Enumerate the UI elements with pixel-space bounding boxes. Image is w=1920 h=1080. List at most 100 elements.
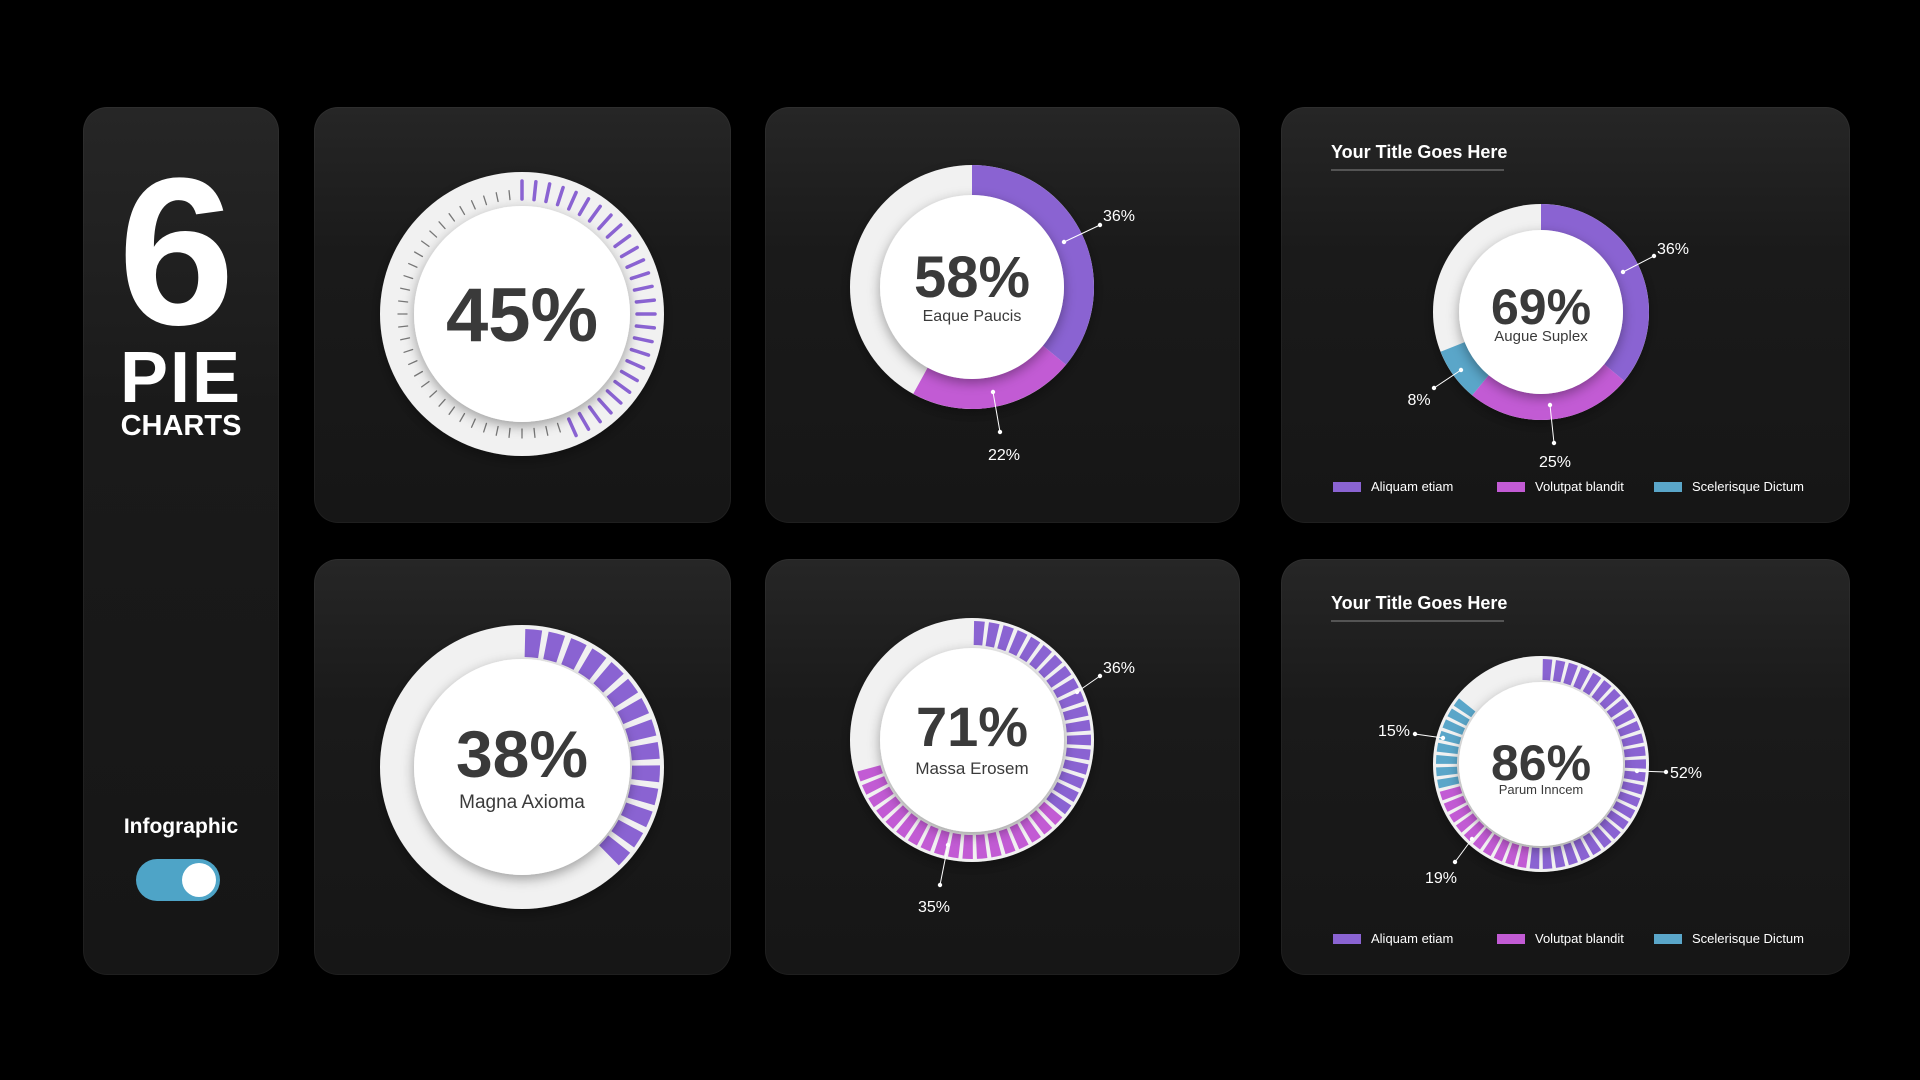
ring-segment <box>934 830 950 856</box>
tick-mark <box>613 234 632 249</box>
tick-mark <box>605 223 623 239</box>
tick-mark <box>545 425 549 436</box>
ring-segment <box>1623 746 1646 758</box>
tick-mark <box>619 245 639 259</box>
leader-dot <box>1412 731 1418 737</box>
infographic-toggle[interactable] <box>136 859 220 901</box>
ring-segment <box>861 776 888 795</box>
ring-segment <box>1038 654 1063 679</box>
ring-segment <box>1436 766 1458 777</box>
ring-segment <box>907 820 929 846</box>
ring-segment <box>620 802 653 828</box>
ring-segment <box>1599 818 1621 840</box>
center-value: 38% <box>456 717 588 791</box>
ring-segment <box>1482 833 1501 857</box>
title-pie: PIE <box>119 338 243 418</box>
center-value: 71% <box>916 695 1028 758</box>
ring-segment <box>975 834 988 859</box>
tick-mark <box>625 258 646 269</box>
ring-segment <box>1453 698 1476 718</box>
tick-mark <box>413 251 424 258</box>
ring-segment <box>920 825 939 852</box>
legend-swatch <box>1654 482 1682 492</box>
ring-segment <box>1552 660 1566 683</box>
ring-segment <box>1436 755 1458 764</box>
center-value: 58% <box>914 245 1030 310</box>
ring-segment <box>1552 845 1566 868</box>
tick-mark <box>400 337 411 341</box>
tick-mark <box>597 397 613 415</box>
tick-mark <box>398 300 409 303</box>
tick-mark <box>544 182 552 204</box>
slice-arc <box>972 165 1094 365</box>
leader-dot <box>1469 836 1475 842</box>
ring-segment <box>1624 759 1646 769</box>
ring-segment <box>1008 630 1028 656</box>
ring-segment <box>1029 810 1053 835</box>
ring-segment <box>617 697 650 725</box>
ring-segment <box>1542 847 1553 869</box>
tick-mark <box>567 417 578 438</box>
slice-label: 52% <box>1670 765 1702 782</box>
ring-segment <box>868 786 894 808</box>
tick-mark <box>421 240 430 248</box>
legend-label: Aliquam etiam <box>1371 931 1453 946</box>
label-leader <box>1063 224 1101 243</box>
legend-swatch <box>1497 482 1525 492</box>
ring-segment <box>1606 698 1629 718</box>
tick-mark <box>619 369 639 383</box>
tick-mark <box>567 190 578 211</box>
ring-segment <box>1493 839 1510 862</box>
ring-segment <box>1606 810 1629 830</box>
leader-dot <box>1074 689 1080 695</box>
ring-segment <box>1582 672 1602 696</box>
leader-dot <box>1634 768 1640 774</box>
legend-label: Scelerisque Dictum <box>1692 931 1804 946</box>
ring-segment <box>1046 665 1072 688</box>
label-leader <box>1414 733 1444 739</box>
slice-label: 36% <box>1103 660 1135 677</box>
legend-swatch <box>1497 934 1525 944</box>
slice-label: 8% <box>1407 392 1430 409</box>
tick-mark <box>448 406 456 415</box>
legend-swatch <box>1333 934 1361 944</box>
inner-disc <box>1459 230 1623 394</box>
center-subtitle: Magna Axioma <box>459 792 585 813</box>
center-subtitle: Parum Inncem <box>1499 782 1584 797</box>
ring-segment <box>1623 770 1646 782</box>
inner-disc <box>414 206 630 422</box>
label-leader <box>1622 255 1655 273</box>
ring-segment <box>1062 705 1089 721</box>
legend-swatch <box>1654 934 1682 944</box>
leader-dot <box>1061 239 1067 245</box>
label-leader <box>1636 770 1667 773</box>
ring-segment <box>1065 747 1091 761</box>
ring-segment <box>1020 817 1041 843</box>
tick-mark <box>577 411 591 431</box>
slice-arc <box>1541 204 1649 381</box>
label-leader <box>1076 675 1101 693</box>
tick-mark <box>587 204 602 223</box>
legend-label: Aliquam etiam <box>1371 479 1453 494</box>
ring-segment <box>599 835 631 866</box>
label-leader <box>1549 404 1555 444</box>
tick-mark <box>629 271 651 281</box>
ring-segment <box>561 638 587 670</box>
ring-segment <box>1472 827 1493 850</box>
center-subtitle: Massa Erosem <box>915 759 1028 778</box>
ring-segment <box>1621 781 1644 795</box>
ring-segment <box>1612 801 1636 819</box>
ring-segment <box>1009 823 1029 850</box>
legend-label: Volutpat blandit <box>1535 479 1624 494</box>
sidebar-card: 6 PIE CHARTS Infographic <box>83 107 279 975</box>
tick-mark <box>613 379 632 394</box>
tick-mark <box>429 390 438 398</box>
ring-segment <box>896 813 919 838</box>
leader-dot <box>1452 859 1458 865</box>
ring-segment <box>1582 832 1602 856</box>
ring-segment <box>625 719 657 742</box>
ring-segment <box>1439 786 1463 801</box>
leader-dot <box>1097 673 1103 679</box>
chart-title: Your Title Goes Here <box>1331 593 1507 613</box>
